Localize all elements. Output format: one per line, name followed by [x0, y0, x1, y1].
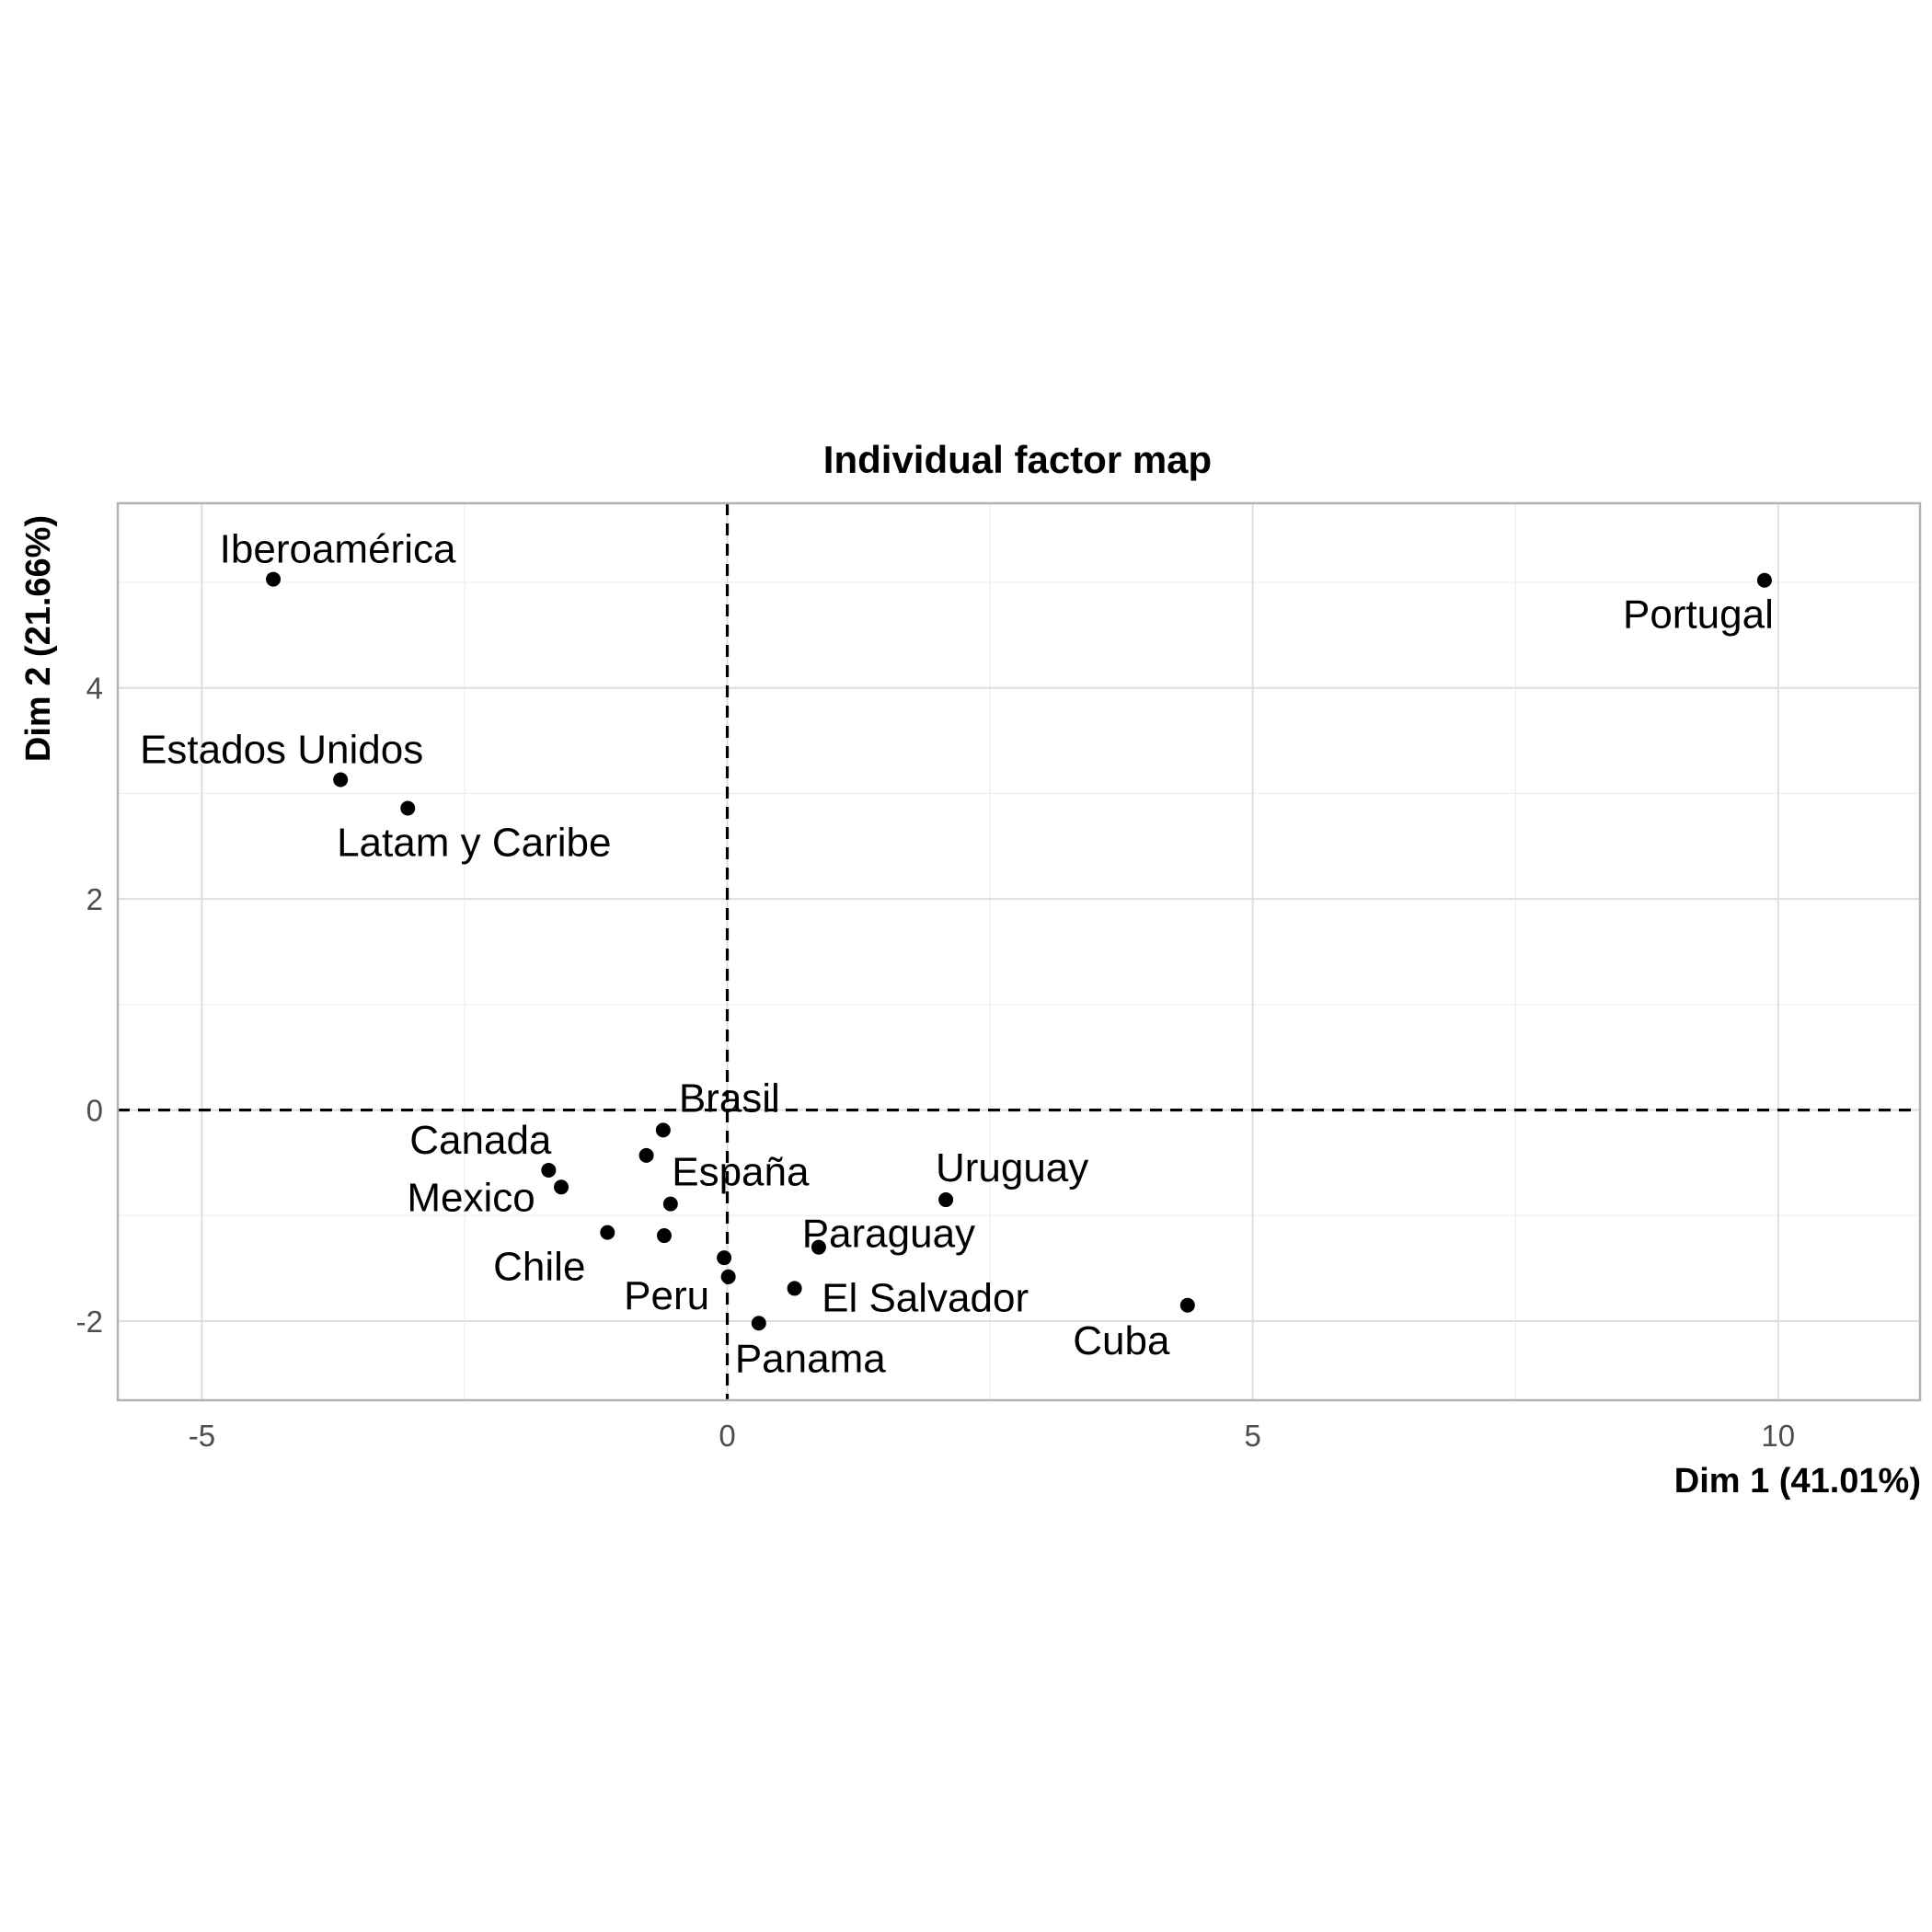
y-tick-label: 0 — [86, 1094, 103, 1128]
point-label: Mexico — [407, 1175, 535, 1220]
point-labels: Iberoamérica Portugal Estados Unidos Latam … — [140, 527, 1774, 1382]
point-label: Estados Unidos — [140, 728, 423, 773]
point-label: Panama — [735, 1336, 886, 1381]
y-tick-label: 4 — [86, 672, 103, 706]
data-point — [655, 1122, 671, 1138]
point-label: Paraguay — [802, 1212, 975, 1257]
grid — [118, 503, 1920, 1400]
reference-lines — [118, 503, 1920, 1400]
point-label: Portugal — [1623, 592, 1774, 638]
data-point — [638, 1147, 654, 1163]
data-point — [656, 1228, 672, 1244]
data-point — [541, 1162, 557, 1178]
data-point — [600, 1225, 615, 1240]
data-point — [787, 1281, 802, 1296]
point-label: Brasil — [679, 1075, 780, 1121]
x-axis-ticks: -5 0 5 10 — [189, 1419, 1795, 1453]
y-tick-label: 2 — [86, 882, 103, 916]
point-label: Iberoamérica — [220, 527, 456, 572]
point-label: Canada — [409, 1118, 552, 1163]
data-point — [266, 571, 282, 587]
x-tick-label: 10 — [1761, 1419, 1795, 1453]
data-point — [662, 1196, 678, 1212]
x-tick-label: 0 — [719, 1419, 735, 1453]
x-tick-label: 5 — [1244, 1419, 1260, 1453]
data-point — [554, 1179, 569, 1195]
data-point — [333, 772, 349, 788]
data-point — [400, 800, 416, 816]
point-label: Cuba — [1073, 1318, 1170, 1363]
data-point — [1756, 572, 1772, 588]
data-point — [938, 1192, 954, 1208]
x-axis-label: Dim 1 (41.01%) — [1674, 1462, 1921, 1501]
x-tick-label: -5 — [189, 1419, 215, 1453]
y-tick-label: -2 — [76, 1305, 103, 1339]
points — [266, 571, 1772, 1331]
y-axis-label: Dim 2 (21.66%) — [19, 515, 58, 762]
data-point — [717, 1250, 732, 1266]
point-label: España — [672, 1150, 810, 1195]
point-label: Latam y Caribe — [337, 821, 611, 866]
point-label: Chile — [493, 1245, 585, 1290]
y-axis-ticks: -2 0 2 4 — [76, 672, 103, 1339]
data-point — [811, 1239, 826, 1255]
point-label: El Salvador — [822, 1275, 1029, 1320]
plot-panel-border — [116, 501, 1922, 1402]
chart-title: Individual factor map — [823, 438, 1212, 481]
data-point — [720, 1269, 736, 1284]
data-point — [1179, 1297, 1195, 1313]
data-point — [751, 1316, 766, 1331]
point-label: Peru — [624, 1273, 709, 1318]
point-label: Uruguay — [936, 1145, 1088, 1190]
